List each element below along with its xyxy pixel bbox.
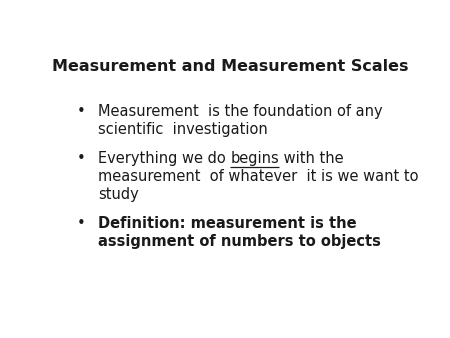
Text: assignment of numbers to objects: assignment of numbers to objects (98, 234, 381, 249)
Text: study: study (98, 187, 139, 201)
Text: Measurement  is the foundation of any: Measurement is the foundation of any (98, 104, 382, 119)
Text: with the: with the (279, 151, 344, 166)
Text: Everything we do: Everything we do (98, 151, 230, 166)
Text: begins: begins (230, 151, 279, 166)
Text: Definition: measurement is the: Definition: measurement is the (98, 216, 357, 231)
Text: scientific  investigation: scientific investigation (98, 122, 268, 137)
Text: •: • (76, 104, 85, 119)
Text: Measurement and Measurement Scales: Measurement and Measurement Scales (52, 59, 409, 74)
Text: measurement  of whatever  it is we want to: measurement of whatever it is we want to (98, 169, 418, 184)
Text: •: • (76, 151, 85, 166)
Text: •: • (76, 216, 85, 231)
